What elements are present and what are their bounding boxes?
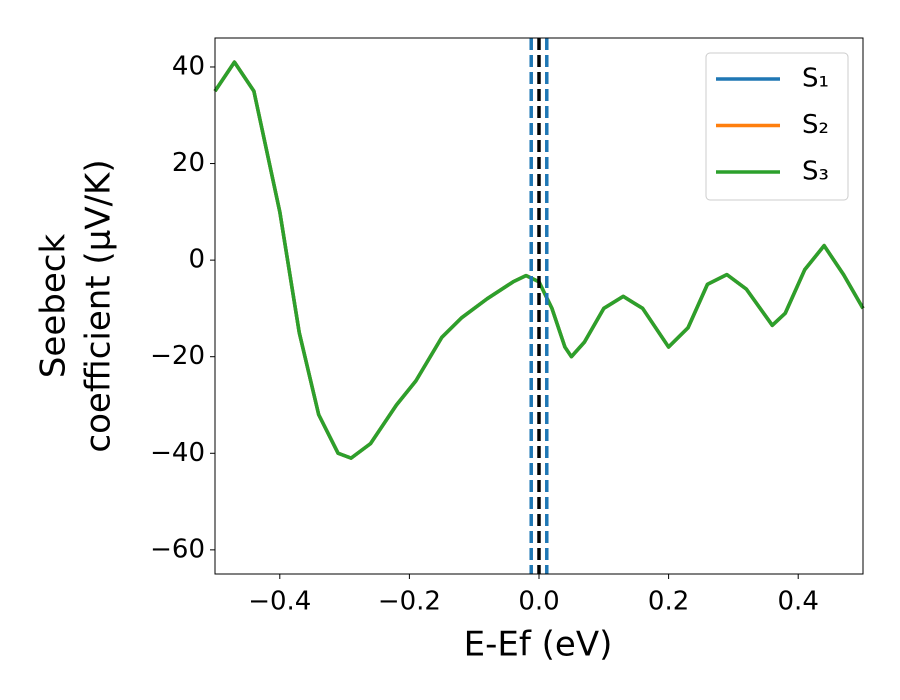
y-tick-label: −60 — [150, 534, 205, 564]
y-tick-label: 40 — [172, 51, 205, 81]
y-tick-label: −40 — [150, 438, 205, 468]
x-tick-label: 0.0 — [518, 587, 559, 617]
x-tick-label: −0.4 — [248, 587, 311, 617]
x-tick-label: 0.2 — [648, 587, 689, 617]
y-tick-label: −20 — [150, 341, 205, 371]
legend-label: S₂ — [802, 110, 829, 140]
legend-label: S₃ — [802, 157, 829, 187]
x-axis-label: E-Ef (eV) — [464, 625, 613, 665]
y-tick-label: 0 — [188, 245, 205, 275]
y-tick-label: 20 — [172, 148, 205, 178]
x-tick-label: −0.2 — [378, 587, 441, 617]
y-axis-label: Seebeck — [34, 234, 74, 379]
x-tick-label: 0.4 — [778, 587, 819, 617]
plot-frame — [214, 37, 864, 575]
legend-label: S₁ — [802, 64, 829, 94]
series-line — [213, 60, 865, 460]
y-axis-label: coefficient (μV/K) — [79, 159, 119, 452]
